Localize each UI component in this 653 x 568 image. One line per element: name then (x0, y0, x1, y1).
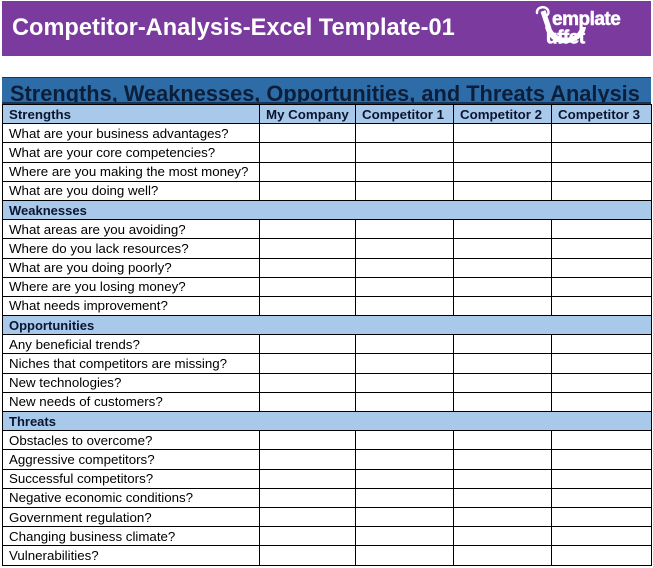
svg-text:uffet: uffet (546, 28, 586, 49)
